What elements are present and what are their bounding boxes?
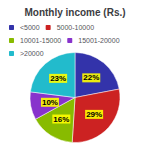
svg-text:22%: 22% xyxy=(83,73,99,82)
svg-text:23%: 23% xyxy=(50,74,66,83)
svg-text:29%: 29% xyxy=(86,110,102,119)
svg-text:10%: 10% xyxy=(42,98,58,107)
svg-text:5000-10000: 5000-10000 xyxy=(57,24,94,31)
svg-text:<5000: <5000 xyxy=(20,24,40,31)
svg-text:Monthly income (Rs.): Monthly income (Rs.) xyxy=(24,7,125,18)
svg-text:16%: 16% xyxy=(53,115,69,124)
svg-text:15001-20000: 15001-20000 xyxy=(78,37,119,44)
svg-text:>20000: >20000 xyxy=(20,50,44,57)
svg-text:10001-15000: 10001-15000 xyxy=(20,37,61,44)
